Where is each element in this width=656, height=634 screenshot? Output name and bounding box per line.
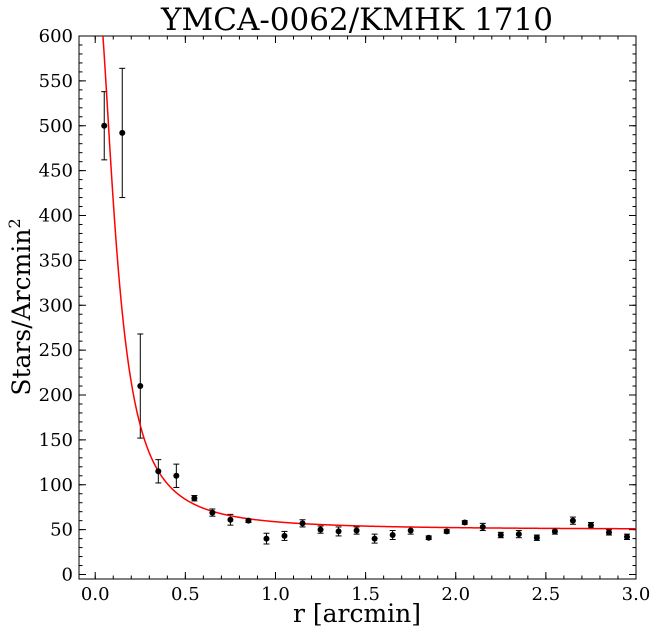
data-point (407, 527, 414, 534)
data-point (461, 519, 468, 526)
data-point (371, 535, 378, 542)
x-tick-label: 1.0 (261, 584, 290, 605)
data-point (353, 527, 360, 534)
data-point (227, 516, 234, 523)
data-point (155, 468, 162, 475)
y-axis: 0 50 100 150 200 250 300 350 400 450 500 550 600 (39, 26, 636, 586)
y-tick-label: 300 (39, 295, 73, 316)
data-point (479, 523, 486, 530)
y-tick-label: 100 (39, 475, 73, 496)
data-point (623, 533, 630, 540)
y-tick-label: 0 (62, 565, 73, 586)
data-point (389, 532, 396, 539)
data-point (173, 472, 180, 479)
y-tick-label: 350 (39, 250, 73, 271)
data-point (119, 129, 126, 136)
data-point (605, 529, 612, 536)
x-axis: 0.0 0.5 1.0 1.5 2.0 2.5 3.0 (81, 36, 650, 605)
x-tick-label: 2.5 (532, 584, 561, 605)
data-point (335, 528, 342, 535)
x-tick-label: 0.0 (81, 584, 110, 605)
y-tick-label: 550 (39, 71, 73, 92)
y-axis-label: Stars/Arcmin2 (5, 218, 36, 395)
data-point (587, 522, 594, 529)
y-tick-label: 150 (39, 430, 73, 451)
data-point (245, 517, 252, 524)
x-tick-label: 3.0 (622, 584, 651, 605)
y-tick-label: 50 (50, 520, 73, 541)
y-tick-label: 600 (39, 26, 73, 47)
fit-curve (102, 35, 637, 530)
y-axis-label-superscript: 2 (5, 218, 24, 228)
data-point (515, 531, 522, 538)
chart-title: YMCA-0062/KMHK 1710 (160, 2, 553, 38)
data-point (299, 520, 306, 527)
data-point (209, 509, 216, 516)
y-tick-label: 250 (39, 340, 73, 361)
plot-frame (78, 35, 637, 580)
y-tick-label: 400 (39, 206, 73, 227)
data-point (101, 122, 108, 129)
data-point (191, 495, 198, 502)
x-tick-label: 1.5 (351, 584, 380, 605)
y-tick-label: 500 (39, 116, 73, 137)
x-axis-label: r [arcmin] (293, 599, 421, 628)
y-axis-label-text: Stars/Arcmin (7, 229, 36, 396)
data-point (317, 526, 324, 533)
data-point (569, 517, 576, 524)
data-point (497, 532, 504, 539)
data-point (551, 528, 558, 535)
y-tick-label: 200 (39, 385, 73, 406)
y-tick-label: 450 (39, 161, 73, 182)
x-tick-label: 0.5 (171, 584, 200, 605)
data-point (443, 528, 450, 535)
data-points (101, 122, 630, 542)
data-point (425, 534, 432, 541)
x-tick-label: 2.0 (441, 584, 470, 605)
data-point (533, 534, 540, 541)
data-point (281, 532, 288, 539)
data-point (137, 383, 144, 390)
fit-curve-layer (102, 35, 637, 530)
error-bars (101, 67, 630, 545)
data-point (263, 535, 270, 542)
